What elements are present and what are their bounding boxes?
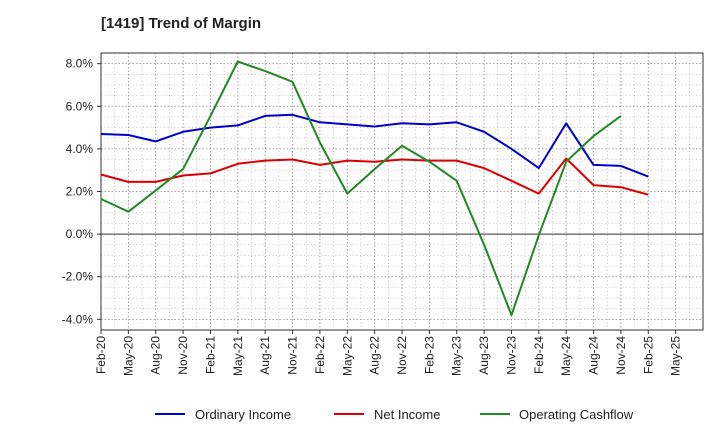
x-tick-label: May-24 [559, 336, 573, 376]
legend-label: Net Income [374, 407, 440, 422]
y-tick-label: 8.0% [66, 57, 94, 71]
y-tick-label: 2.0% [66, 185, 94, 199]
x-tick-label: Nov-23 [504, 336, 518, 375]
series-lines [100, 60, 649, 317]
legend: Ordinary Income Net Income Operating Cashf… [155, 407, 634, 422]
series-line [100, 60, 622, 317]
x-tick-label: Nov-21 [286, 336, 300, 375]
y-tick-label: 6.0% [66, 99, 94, 113]
x-tick-label: Aug-22 [368, 336, 382, 375]
x-tick-label: May-20 [121, 336, 135, 376]
x-tick-label: May-25 [669, 336, 683, 376]
x-tick-label: Aug-21 [258, 336, 272, 375]
x-tick-label: May-22 [340, 336, 354, 376]
x-tick-label: Aug-24 [587, 336, 601, 375]
x-tick-label: Feb-23 [422, 336, 436, 374]
legend-label: Ordinary Income [195, 407, 291, 422]
x-tick-label: May-21 [231, 336, 245, 376]
x-tick-label: May-23 [450, 336, 464, 376]
series-line [100, 157, 649, 196]
x-tick-label: Aug-20 [149, 336, 163, 375]
x-tick-label: Nov-24 [614, 336, 628, 375]
x-tick-label: Feb-22 [313, 336, 327, 374]
x-tick-label: Feb-24 [532, 336, 546, 374]
x-tick-label: Feb-21 [203, 336, 217, 374]
y-tick-label: 0.0% [66, 227, 94, 241]
x-tick-label: Feb-25 [641, 336, 655, 374]
x-tick-label: Nov-20 [176, 336, 190, 375]
y-tick-label: 4.0% [66, 142, 94, 156]
chart-title: [1419] Trend of Margin [101, 15, 262, 32]
y-tick-label: -2.0% [62, 270, 94, 284]
series-line [100, 113, 649, 178]
y-tick-label: -4.0% [62, 312, 94, 326]
x-tick-label: Aug-23 [477, 336, 491, 375]
x-tick-label: Feb-20 [94, 336, 108, 374]
grid [100, 52, 704, 331]
axes: 8.0% 6.0% 4.0% 2.0% 0.0% -2.0% -4.0%Feb-20 May-… [62, 52, 704, 376]
x-tick-label: Nov-22 [395, 336, 409, 375]
legend-label: Operating Cashflow [519, 407, 634, 422]
